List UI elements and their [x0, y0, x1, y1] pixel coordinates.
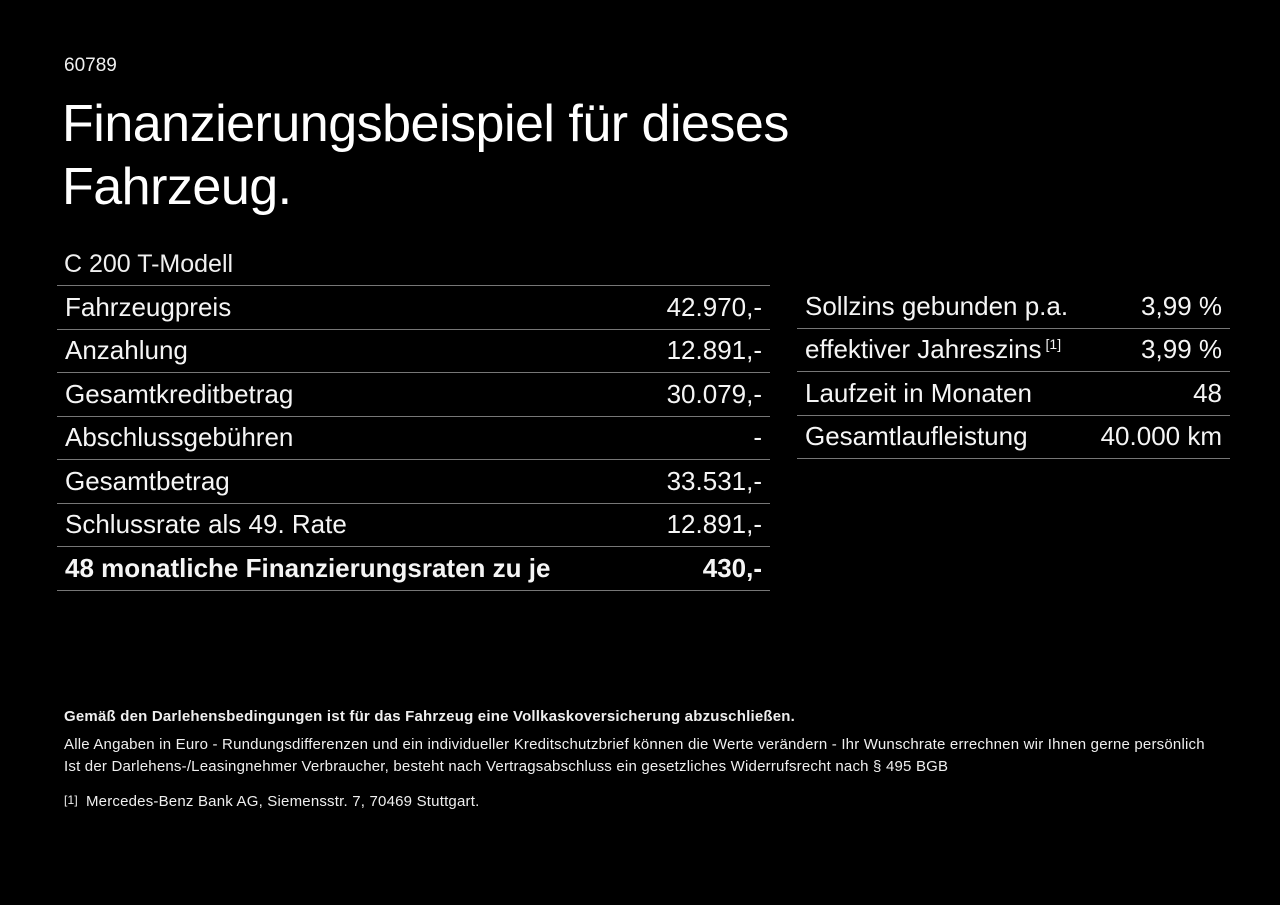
table-row-total-amount: Gesamtbetrag 33.531,- — [57, 460, 770, 504]
vehicle-model: C 200 T-Modell — [64, 250, 234, 278]
legal-footer: Gemäß den Darlehensbedingungen ist für d… — [64, 706, 1224, 813]
row-value: 30.079,- — [666, 378, 762, 409]
row-value: 12.891,- — [666, 335, 762, 366]
row-value: 42.970,- — [666, 291, 762, 322]
conditions-table: Sollzins gebunden p.a. 3,99 % effektiver… — [797, 285, 1230, 459]
row-label: Gesamtbetrag — [65, 465, 230, 496]
row-value: 33.531,- — [666, 465, 762, 496]
table-row-closing-fees: Abschlussgebühren - — [57, 417, 770, 460]
table-row-down-payment: Anzahlung 12.891,- — [57, 330, 770, 373]
row-label: Sollzins gebunden p.a. — [805, 290, 1069, 321]
footnote-marker: [1] — [64, 793, 78, 807]
row-label: 48 monatliche Finanzierungsraten zu je — [65, 552, 551, 583]
footer-disclaimer-2: Ist der Darlehens-/Leasingnehmer Verbrau… — [64, 758, 949, 775]
table-row-final-installment: Schlussrate als 49. Rate 12.891,- — [57, 504, 770, 547]
row-label: Gesamtlaufleistung — [805, 421, 1028, 452]
row-value: - — [753, 422, 762, 453]
row-label: Gesamtkreditbetrag — [65, 378, 294, 409]
table-row-total-credit: Gesamtkreditbetrag 30.079,- — [57, 373, 770, 417]
table-row-nominal-interest: Sollzins gebunden p.a. 3,99 % — [797, 285, 1230, 329]
footnote-ref: [1] — [1045, 335, 1062, 352]
page-title-line1: Finanzierungsbeispiel für dieses — [62, 95, 789, 153]
row-label: Abschlussgebühren — [65, 422, 294, 453]
footer-footnote: [1] Mercedes-Benz Bank AG, Siemensstr. 7,… — [64, 791, 1224, 813]
row-value: 3,99 % — [1141, 290, 1222, 321]
row-label: Anzahlung — [65, 335, 188, 366]
row-label: Schlussrate als 49. Rate — [65, 509, 347, 540]
footer-disclaimer-1: Alle Angaben in Euro - Rundungsdifferenz… — [64, 736, 1205, 753]
footnote-text: Mercedes-Benz Bank AG, Siemensstr. 7, 70… — [85, 793, 480, 810]
page-title: Finanzierungsbeispiel für dieses Fahrzeug… — [62, 93, 789, 219]
row-label: Laufzeit in Monaten — [805, 377, 1032, 408]
row-value: 12.891,- — [666, 509, 762, 540]
table-row-monthly-rate: 48 monatliche Finanzierungsraten zu je 4… — [57, 547, 770, 591]
table-row-term-months: Laufzeit in Monaten 48 — [797, 372, 1230, 416]
table-row-vehicle-price: Fahrzeugpreis 42.970,- — [57, 286, 770, 330]
row-value: 3,99 % — [1141, 334, 1222, 365]
row-value: 40.000 km — [1100, 421, 1222, 452]
row-label: effektiver Jahreszins [1] — [805, 334, 1062, 365]
listing-id: 60789 — [64, 55, 117, 76]
row-value: 430,- — [702, 552, 762, 583]
table-row-total-mileage: Gesamtlaufleistung 40.000 km — [797, 416, 1230, 459]
page-title-line2: Fahrzeug. — [62, 158, 292, 216]
table-row-effective-interest: effektiver Jahreszins [1] 3,99 % — [797, 329, 1230, 372]
row-label: Fahrzeugpreis — [65, 291, 232, 322]
row-value: 48 — [1193, 377, 1222, 408]
footer-insurance-note: Gemäß den Darlehensbedingungen ist für d… — [64, 708, 795, 725]
finance-table: Fahrzeugpreis 42.970,- Anzahlung 12.891,… — [57, 285, 770, 591]
